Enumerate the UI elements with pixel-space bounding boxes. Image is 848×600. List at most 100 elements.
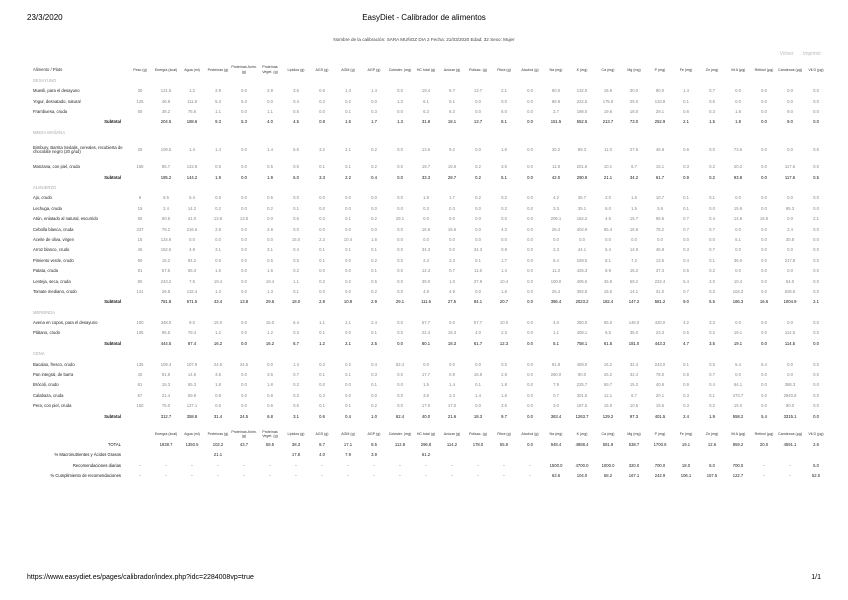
nutrient-value: 20.1 [655,392,665,398]
subtotal-value: 290.9 [576,174,588,180]
summary-value [621,451,647,461]
nutrient-value: 1.1 [553,330,559,336]
nutrient-value: 2.8 [215,226,221,232]
nutrient-value: 206.1 [550,216,562,222]
nutrient-value: 1.4 [267,147,273,153]
food-row: Frambuesa, cruda 50 36.2 75.6 1.1 0.0 1.1 0.5 0.… [33,107,829,117]
subtotal-value: 2023.2 [575,299,589,305]
actions: Volver Imprimir [772,51,821,57]
nutrient-value: 4.9 [449,288,455,294]
nutrient-value: 3.1 [267,247,273,253]
food-row: Tomate mediano, crudo 141 26.8 132.4 1.3 0.0 1… [33,287,829,297]
nutrient-value: 10.1 [603,164,613,170]
summary-value [803,451,829,461]
nutrient-value: 0.0 [787,216,793,222]
food-row: Plátano, crudo 105 96.5 78.4 1.2 0.0 1.2 0.3 0.1… [33,329,829,339]
nutrient-value: 30.8 [785,236,795,242]
subtotal-value: 0.0 [761,174,767,180]
nutrient-value: 0.2 [709,268,715,274]
nutrient-value: 28.4 [551,226,561,232]
column-header: Peso (g) [133,67,147,72]
subtotal-value: 42.0 [551,174,561,180]
nutrient-value: 25.2 [603,372,613,378]
nutrient-value: 0.0 [371,392,377,398]
summary-value [725,451,751,461]
nutrient-value: 16.2 [629,268,639,274]
nutrient-value: 0.7 [709,226,715,232]
nutrient-value: 2.1 [345,147,351,153]
nutrient-value: 0.1 [319,403,325,409]
subtotal-value: 3.3 [319,174,325,180]
subtotal-value: 27.5 [447,299,457,305]
nutrient-value: 3.0 [553,403,559,409]
subtotal-value: 1.9 [267,174,273,180]
nutrient-value: 15.0 [213,320,223,326]
subtotal-value: 117.6 [784,174,796,180]
nutrient-value: 2.9 [215,88,221,94]
nutrient-value: 158 [136,164,144,170]
nutrient-value: 3.6 [215,372,221,378]
subtotal-value: 0.0 [813,119,819,125]
nutrient-value: 1.3 [345,88,351,94]
nutrient-value: 15.5 [603,288,613,294]
nutrient-value: 0.1 [709,392,715,398]
summary-value: 104.0 [576,473,588,479]
nutrient-value: 0.2 [319,361,325,367]
nutrient-value: 0.0 [371,226,377,232]
nutrient-value: 30 [137,88,143,94]
subtotal-value: 21.6 [447,413,457,419]
column-header: Lípidos (g) [287,67,305,72]
subtotal-value: 252.9 [654,119,666,125]
nutrient-value: 159.5 [576,257,588,263]
imprimir-link[interactable]: Imprimir [802,51,821,57]
subtotal-value [127,118,153,128]
summary-value: 58.2 [603,473,613,479]
nutrient-value: 0.0 [787,147,793,153]
nutrient-value: 6.5 [605,330,611,336]
nutrient-value: 0.0 [527,288,533,294]
nutrient-value: 0.5 [709,361,715,367]
nutrient-value: 36.0 [733,257,743,263]
volver-link[interactable]: Volver [779,51,794,57]
nutrient-value: 4.0 [475,330,481,336]
subtotal-value: 401.5 [654,413,666,419]
summary-value: 581.9 [602,442,614,447]
subtotal-value: 0.0 [241,340,247,346]
summary-value: 17.8 [291,452,301,458]
nutrient-value: 0.0 [267,216,273,222]
summary-value: 4591.1 [783,442,797,447]
nutrient-value: 0.0 [527,392,533,398]
nutrient-value: 5.1 [735,236,741,242]
summary-value: 157.5 [706,473,718,479]
nutrient-value: 91.8 [551,361,561,367]
nutrient-value: 3.5 [501,164,507,170]
print-date: 23/3/2020 [27,13,63,22]
nutrient-value: 216.6 [186,226,198,232]
nutrient-value: 0.0 [501,236,507,242]
column-header: Zn (mg) [705,67,719,72]
nutrient-value: 0.1 [319,247,325,253]
nutrient-value: 0.0 [241,268,247,274]
nutrient-value: 0.3 [709,288,715,294]
nutrient-value: 0.0 [241,226,247,232]
section-label: ALMUERZO [33,185,57,191]
summary-value: 167.1 [628,473,640,479]
nutrient-value: 62.4 [395,361,405,367]
summary-value: 58.5 [265,442,275,447]
nutrient-value: 301.5 [576,392,588,398]
nutrient-value: 0.2 [345,98,351,104]
nutrient-value: 16.9 [603,88,613,94]
subtotal-value: 24.5 [239,413,249,419]
nutrient-value: 1.6 [501,392,507,398]
nutrient-value: 88.8 [551,98,561,104]
subtotal-value: 33.3 [421,174,431,180]
nutrient-value: 19.7 [421,164,431,170]
nutrient-value: 0.0 [761,98,767,104]
food-row: Manzana, con piel, cruda 158 85.7 142.8 0.5 0… [33,162,829,172]
nutrient-value: 0.7 [683,226,689,232]
nutrient-value: 31.0 [655,288,665,294]
summary-value: 242.9 [654,473,666,479]
nutrient-value: 135 [136,361,144,367]
nutrient-value: 0.0 [787,372,793,378]
nutrient-value: 201.6 [576,164,588,170]
